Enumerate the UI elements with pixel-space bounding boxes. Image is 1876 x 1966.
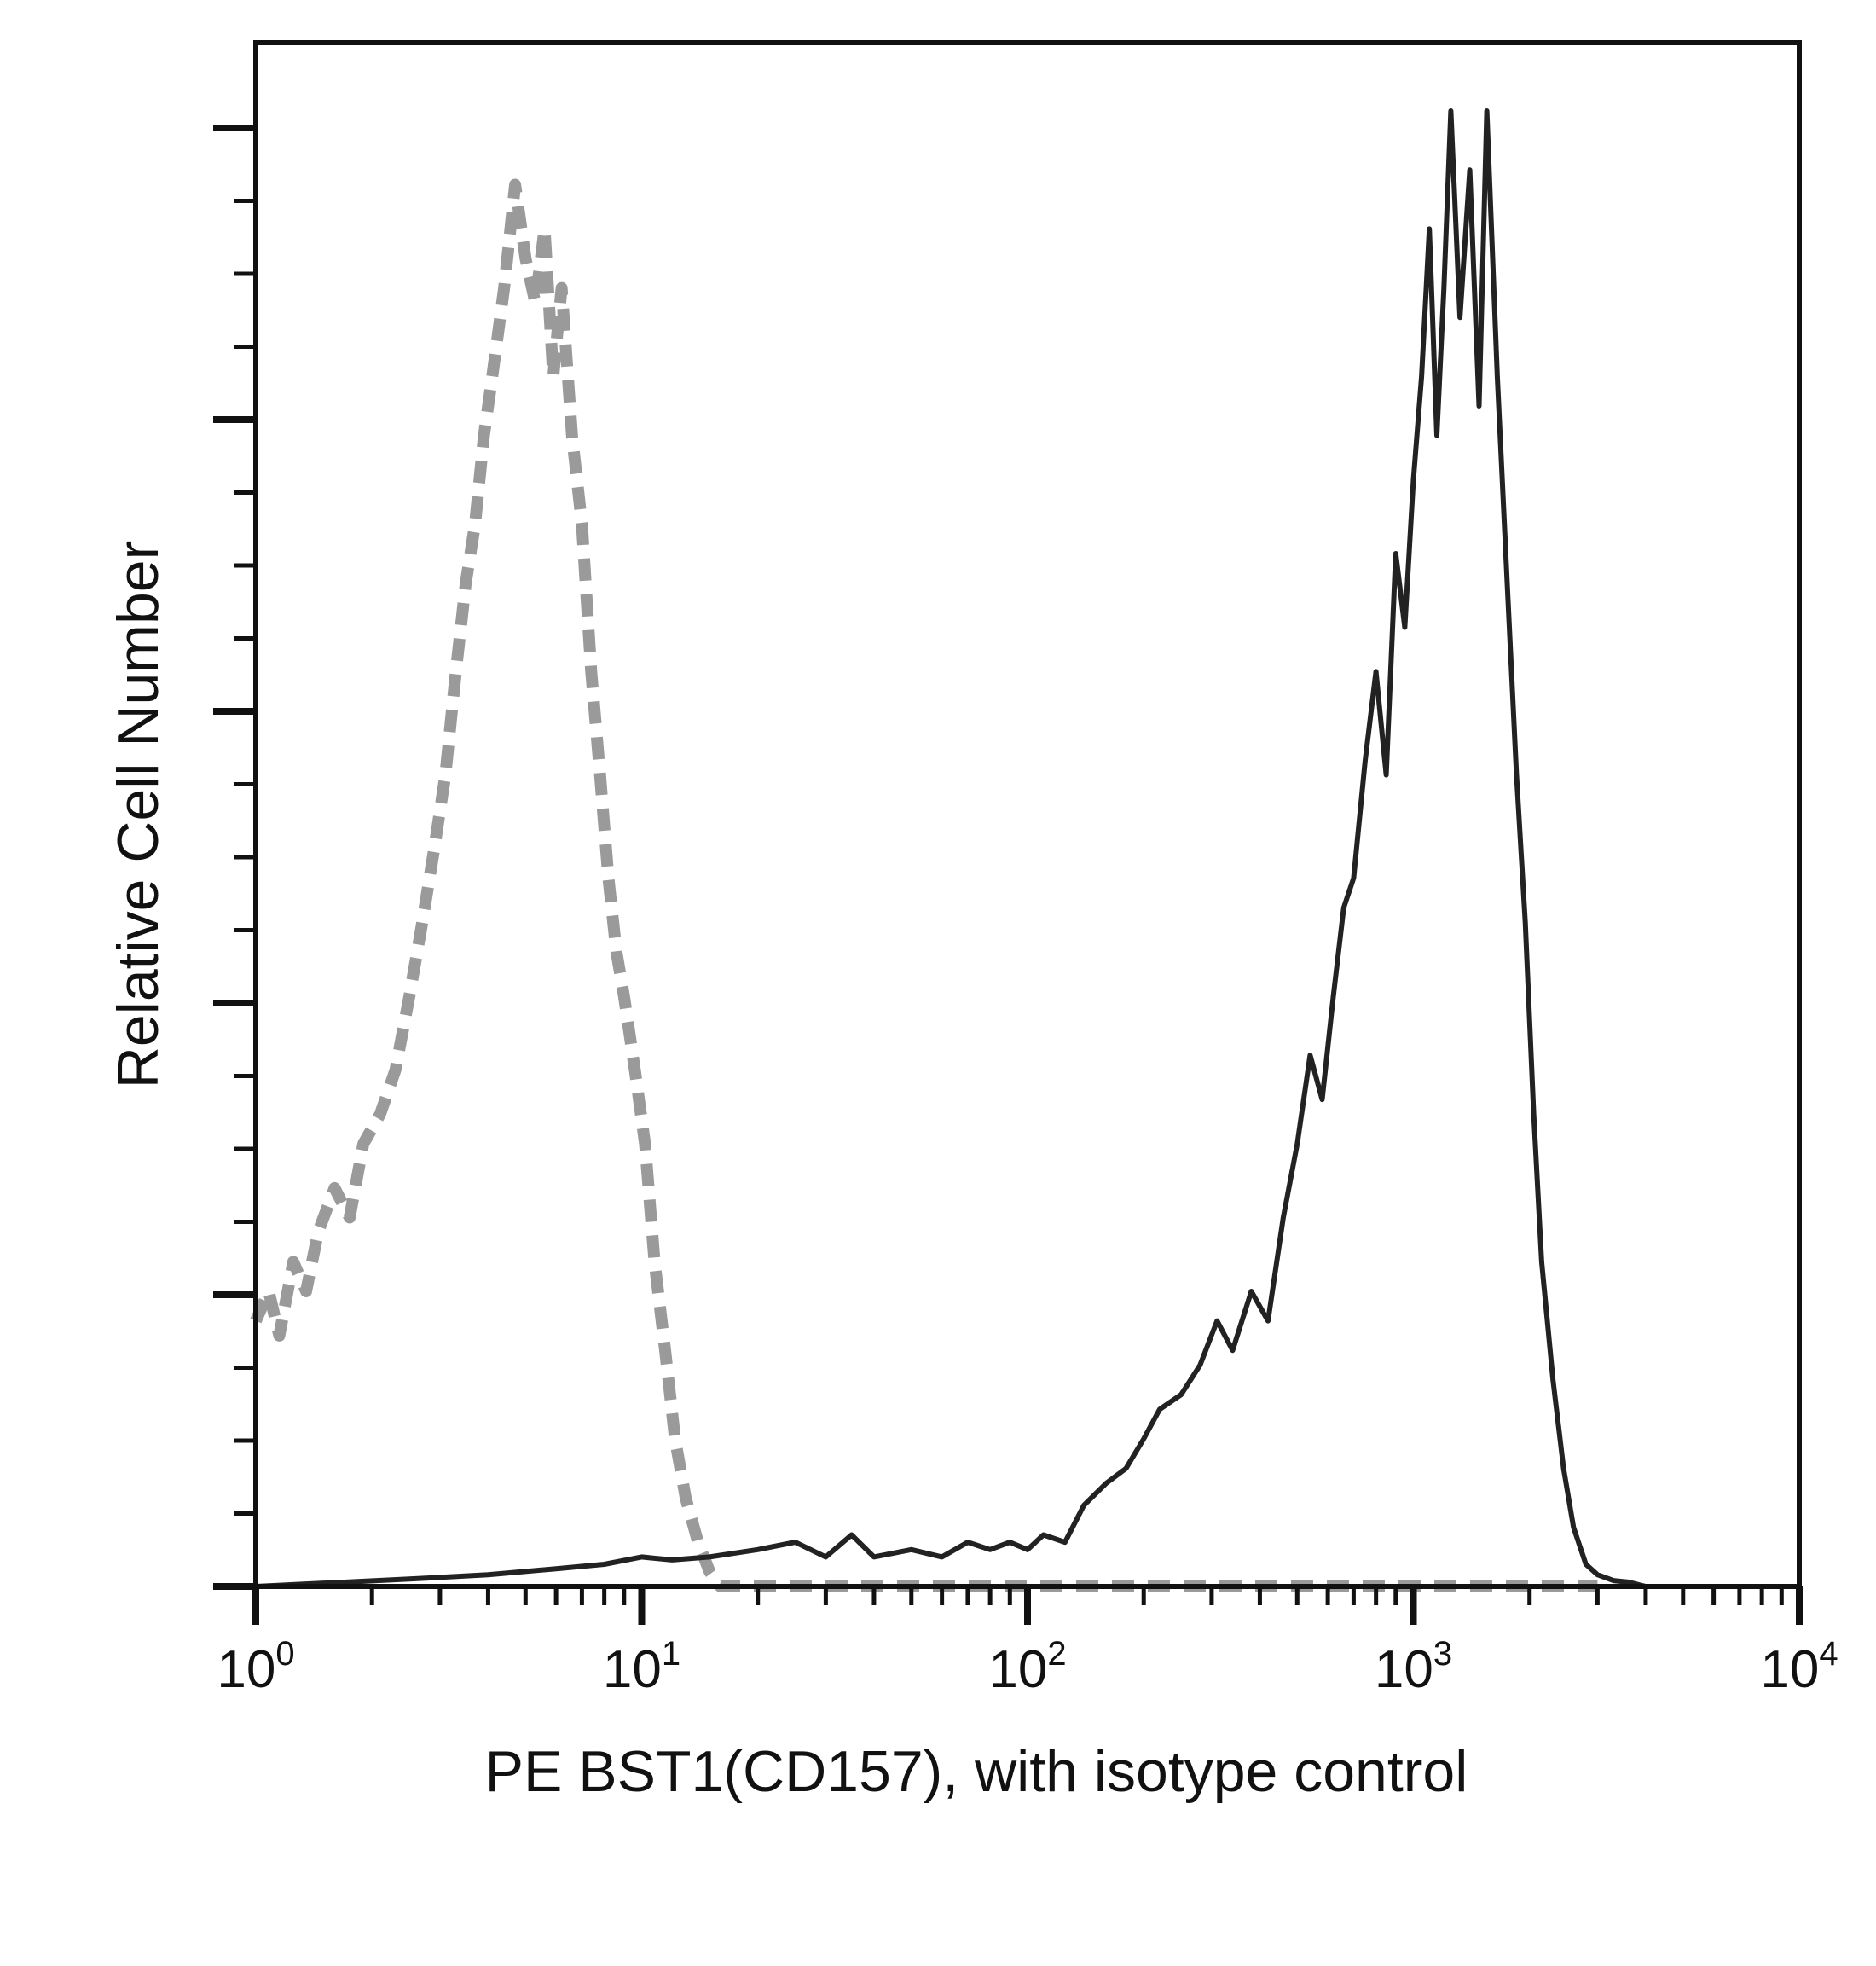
x-tick-label: 104	[1760, 1635, 1838, 1699]
y-ticks	[213, 125, 256, 1590]
series-group	[250, 108, 1799, 1592]
x-tick-labels: 100 101 102 103 104	[217, 1635, 1838, 1699]
x-tick-label: 101	[603, 1635, 680, 1699]
x-ticks	[252, 1586, 1803, 1625]
series-line-2	[255, 108, 1799, 1589]
x-tick-label: 103	[1375, 1635, 1452, 1699]
series-line-1	[250, 178, 1598, 1592]
x-axis-title: PE BST1(CD157), with isotype control	[485, 1739, 1468, 1804]
x-tick-label: 100	[217, 1635, 294, 1699]
y-axis-title: Relative Cell Number	[106, 541, 171, 1088]
plot-frame	[253, 40, 1802, 1589]
x-tick-label: 102	[988, 1635, 1066, 1699]
